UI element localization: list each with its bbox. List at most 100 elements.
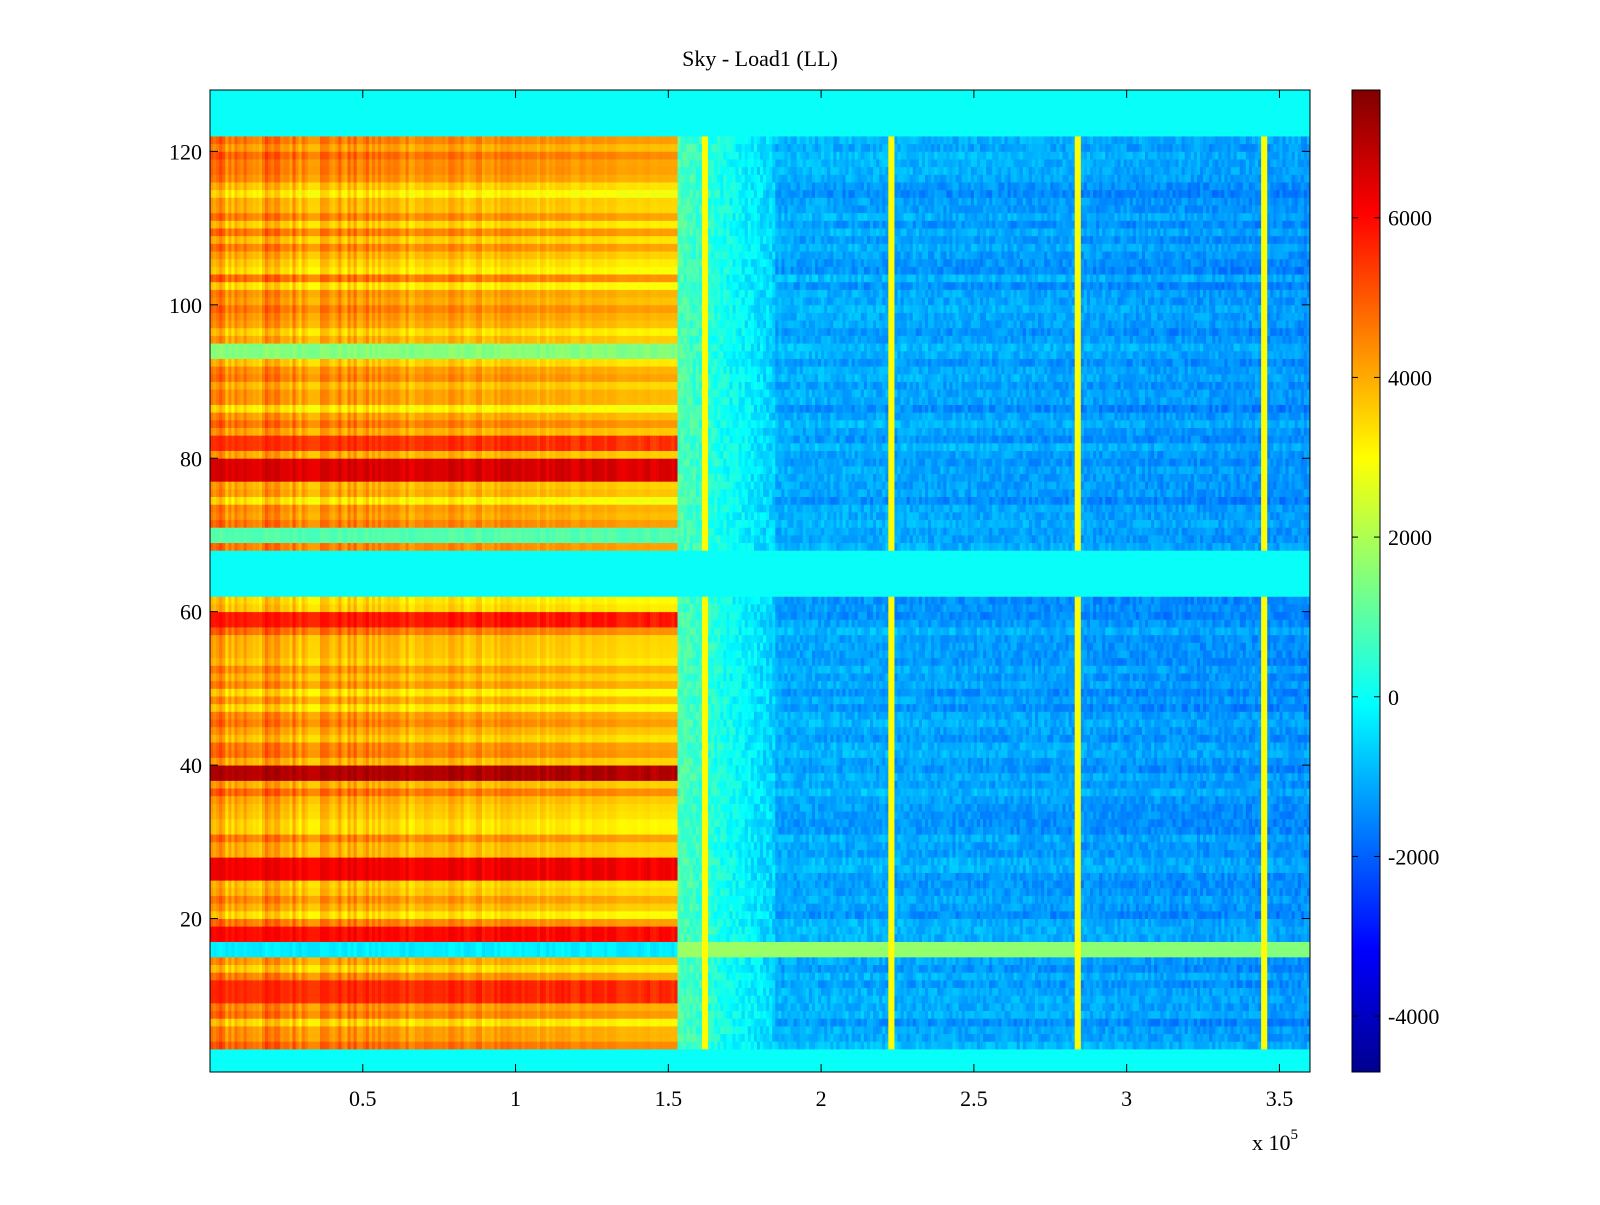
heatmap-cell <box>283 1064 286 1072</box>
heatmap-cell <box>1194 1064 1197 1072</box>
heatmap-cell <box>464 1057 467 1065</box>
heatmap-cell <box>387 1049 390 1057</box>
heatmap-cell <box>1069 1057 1072 1065</box>
heatmap-cell <box>473 1049 476 1057</box>
heatmap-cell <box>238 1049 241 1057</box>
heatmap-cell <box>409 1057 412 1065</box>
heatmap-cell <box>965 1064 968 1072</box>
heatmap-cell <box>1255 1064 1258 1072</box>
heatmap-cell <box>971 1057 974 1065</box>
heatmap-cell <box>1301 1057 1304 1065</box>
heatmap-cell <box>451 1049 454 1057</box>
heatmap-cell <box>528 1057 531 1065</box>
heatmap-cell <box>372 1049 375 1057</box>
heatmap-cell <box>623 1064 626 1072</box>
heatmap-cell <box>763 1064 766 1072</box>
heatmap-cell <box>821 1057 824 1065</box>
heatmap-cell <box>852 1057 855 1065</box>
heatmap-cell <box>803 1064 806 1072</box>
heatmap-cell <box>861 1057 864 1065</box>
heatmap-cell <box>448 1057 451 1065</box>
heatmap-cell <box>464 1064 467 1072</box>
heatmap-cell <box>561 1064 564 1072</box>
heatmap-cell <box>280 1064 283 1072</box>
heatmap-cell <box>1011 1064 1014 1072</box>
heatmap-cell <box>338 1057 341 1065</box>
heatmap-cell <box>1163 1057 1166 1065</box>
heatmap-cell <box>836 1057 839 1065</box>
heatmap-cell <box>1304 1064 1307 1072</box>
heatmap-cell <box>1237 1064 1240 1072</box>
heatmap-cell <box>473 1064 476 1072</box>
heatmap-cell <box>1004 1064 1007 1072</box>
heatmap-cell <box>265 1064 268 1072</box>
heatmap-cell <box>497 1057 500 1065</box>
heatmap-cell <box>674 1057 677 1065</box>
heatmap-cell <box>815 1057 818 1065</box>
heatmap-cell <box>372 1064 375 1072</box>
heatmap-cell <box>427 1049 430 1057</box>
heatmap-cell <box>1023 1057 1026 1065</box>
heatmap-cell <box>656 1064 659 1072</box>
heatmap-cell <box>711 1064 714 1072</box>
heatmap-cell <box>305 1057 308 1065</box>
heatmap-cell <box>1148 1057 1151 1065</box>
heatmap-cell <box>326 1049 329 1057</box>
heatmap-cell <box>873 1064 876 1072</box>
heatmap-cell <box>644 1057 647 1065</box>
heatmap-cell <box>317 1057 320 1065</box>
heatmap-cell <box>552 1057 555 1065</box>
heatmap-cell <box>393 1049 396 1057</box>
heatmap-cell <box>1163 1064 1166 1072</box>
heatmap-cell <box>555 1057 558 1065</box>
heatmap-cell <box>1029 1057 1032 1065</box>
heatmap-cell <box>564 1064 567 1072</box>
heatmap-cell <box>436 1064 439 1072</box>
heatmap-cell <box>980 1064 983 1072</box>
heatmap-cell <box>806 1064 809 1072</box>
heatmap-cell <box>736 1064 739 1072</box>
heatmap-cell <box>302 1057 305 1065</box>
heatmap-cell <box>870 1057 873 1065</box>
heatmap-cell <box>1063 1064 1066 1072</box>
heatmap-cell <box>604 1057 607 1065</box>
heatmap-cell <box>916 1057 919 1065</box>
heatmap-cell <box>1292 1064 1295 1072</box>
heatmap-cell <box>784 1064 787 1072</box>
heatmap-cell <box>595 1057 598 1065</box>
heatmap-cell <box>1261 1064 1264 1072</box>
heatmap-cell <box>399 1049 402 1057</box>
heatmap-cell <box>901 1057 904 1065</box>
heatmap-cell <box>311 1064 314 1072</box>
heatmap-cell <box>311 1057 314 1065</box>
heatmap-cell <box>662 1057 665 1065</box>
heatmap-cell <box>1279 1057 1282 1065</box>
heatmap-cell <box>296 1064 299 1072</box>
heatmap-cell <box>357 1064 360 1072</box>
heatmap-cell <box>962 1057 965 1065</box>
heatmap-cell <box>427 1064 430 1072</box>
heatmap-cell <box>503 1064 506 1072</box>
heatmap-cell <box>216 1049 219 1057</box>
heatmap-cell <box>470 1057 473 1065</box>
heatmap-cell <box>1102 1057 1105 1065</box>
heatmap-cell <box>543 1064 546 1072</box>
heatmap-cell <box>708 1057 711 1065</box>
heatmap-cell <box>406 1049 409 1057</box>
heatmap-cell <box>1231 1057 1234 1065</box>
heatmap-cell <box>1173 1057 1176 1065</box>
heatmap-cell <box>568 1064 571 1072</box>
heatmap-cell <box>913 1064 916 1072</box>
heatmap-cell <box>375 1057 378 1065</box>
heatmap-cell <box>928 1057 931 1065</box>
heatmap-cell <box>726 1057 729 1065</box>
heatmap-cell <box>635 1057 638 1065</box>
heatmap-cell <box>1182 1057 1185 1065</box>
heatmap-cell <box>302 1064 305 1072</box>
heatmap-cell <box>1038 1057 1041 1065</box>
heatmap-cell <box>1026 1064 1029 1072</box>
heatmap-cell <box>742 1064 745 1072</box>
heatmap-cell <box>393 1064 396 1072</box>
heatmap-cell <box>720 1064 723 1072</box>
heatmap-cell <box>1191 1064 1194 1072</box>
